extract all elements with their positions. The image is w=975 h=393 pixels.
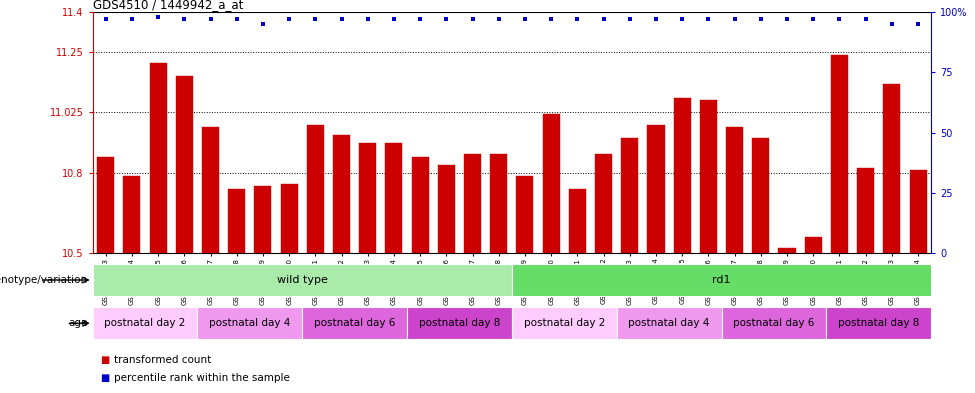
Bar [621, 138, 639, 253]
Bar [359, 143, 376, 253]
Text: postnatal day 4: postnatal day 4 [210, 318, 291, 328]
Text: GDS4510 / 1449942_a_at: GDS4510 / 1449942_a_at [93, 0, 243, 11]
Bar [228, 189, 246, 253]
Bar [543, 114, 560, 253]
Text: postnatal day 2: postnatal day 2 [524, 318, 604, 328]
Bar [568, 189, 586, 253]
Bar [674, 98, 690, 253]
Bar [307, 125, 324, 253]
Bar [333, 135, 350, 253]
Bar [910, 170, 926, 253]
Text: age: age [68, 318, 88, 328]
Text: ■: ■ [100, 373, 109, 384]
Bar [124, 176, 140, 253]
Text: transformed count: transformed count [114, 354, 212, 365]
Bar [176, 76, 193, 253]
Bar [254, 186, 271, 253]
Text: postnatal day 8: postnatal day 8 [838, 318, 919, 328]
Bar [722, 307, 827, 339]
Bar [385, 143, 403, 253]
Bar [98, 157, 114, 253]
Bar [726, 127, 743, 253]
Bar [857, 167, 875, 253]
Bar [302, 307, 408, 339]
Bar [202, 127, 219, 253]
Bar [149, 63, 167, 253]
Text: postnatal day 6: postnatal day 6 [733, 318, 814, 328]
Bar [595, 154, 612, 253]
Bar [517, 176, 533, 253]
Text: wild type: wild type [277, 275, 328, 285]
Bar [411, 157, 429, 253]
Bar [831, 55, 848, 253]
Text: postnatal day 6: postnatal day 6 [314, 318, 395, 328]
Bar [438, 165, 455, 253]
Text: rd1: rd1 [713, 275, 730, 285]
Bar [408, 307, 512, 339]
Bar [778, 248, 796, 253]
Text: genotype/variation: genotype/variation [0, 275, 88, 285]
Bar [93, 307, 197, 339]
Text: ■: ■ [100, 354, 109, 365]
Bar [616, 307, 722, 339]
Bar [804, 237, 822, 253]
Bar [512, 307, 616, 339]
Bar [464, 154, 481, 253]
Text: postnatal day 8: postnatal day 8 [419, 318, 500, 328]
Bar [281, 184, 297, 253]
Text: percentile rank within the sample: percentile rank within the sample [114, 373, 290, 384]
Bar [827, 307, 931, 339]
Text: postnatal day 2: postnatal day 2 [104, 318, 185, 328]
Bar [753, 138, 769, 253]
Bar [647, 125, 665, 253]
Bar [512, 264, 931, 296]
Text: postnatal day 4: postnatal day 4 [629, 318, 710, 328]
Bar [700, 101, 717, 253]
Bar [883, 84, 900, 253]
Bar [490, 154, 507, 253]
Bar [93, 264, 512, 296]
Bar [197, 307, 302, 339]
